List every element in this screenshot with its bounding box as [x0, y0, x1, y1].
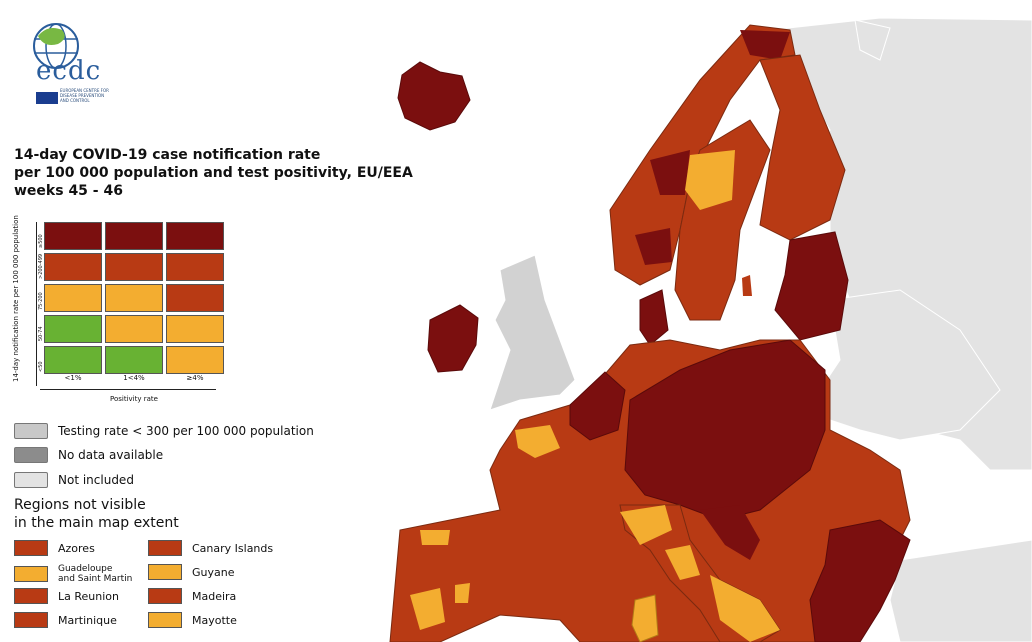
region-label: La Reunion	[58, 589, 119, 603]
matrix-y-axis	[36, 222, 37, 386]
matrix-y-tick: ≥500	[38, 234, 44, 248]
legend-nodata: No data available	[14, 447, 163, 463]
region-item: La Reunion	[14, 588, 119, 604]
legend-testing: Testing rate < 300 per 100 000 populatio…	[14, 423, 314, 439]
ecdc-wordmark: ecdc	[36, 56, 102, 86]
region-label: Azores	[58, 541, 95, 555]
region-item: Martinique	[14, 612, 117, 628]
matrix-cell	[105, 253, 163, 281]
spain-orange-2	[455, 583, 470, 603]
central-europe-dark	[624, 339, 826, 521]
region-label: Canary Islands	[192, 541, 274, 555]
norway-dark-1	[740, 30, 790, 60]
matrix-y-tick: >200-499	[38, 253, 44, 279]
matrix-cell	[44, 346, 102, 374]
region-swatch	[14, 566, 48, 582]
legend-matrix	[44, 222, 224, 374]
matrix-x-tick: 1<4%	[123, 374, 145, 382]
matrix-cell	[166, 222, 224, 250]
matrix-x-tick: ≥4%	[186, 374, 204, 382]
norway-north-grey	[854, 19, 891, 61]
turkey	[889, 539, 1032, 642]
swatch-testing	[14, 423, 48, 439]
bulgaria-greece-dark	[809, 519, 911, 642]
region-item: Azores	[14, 540, 95, 556]
region-swatch	[148, 540, 182, 556]
matrix-cell	[44, 253, 102, 281]
france-orange-north	[515, 425, 560, 458]
matrix-x-label: Positivity rate	[110, 395, 158, 403]
region-swatch	[148, 588, 182, 604]
region-label: Martinique	[58, 613, 117, 627]
italy-orange-1	[620, 505, 672, 545]
region-swatch	[148, 612, 182, 628]
region-label: Guyane	[192, 565, 235, 579]
denmark	[639, 289, 669, 346]
matrix-cell	[105, 315, 163, 343]
region-swatch	[14, 588, 48, 604]
swatch-notincluded	[14, 472, 48, 488]
corsica	[640, 562, 652, 590]
matrix-y-label: 14-day notification rate per 100 000 pop…	[12, 215, 20, 382]
benelux-dark	[569, 371, 626, 441]
swatch-nodata	[14, 447, 48, 463]
matrix-cell	[166, 315, 224, 343]
region-label: Guadeloupe and Saint Martin	[58, 564, 133, 584]
iceland	[397, 61, 471, 131]
norway-dark-3	[635, 228, 672, 265]
matrix-cell	[105, 284, 163, 312]
ireland	[427, 304, 479, 373]
region-label: Madeira	[192, 589, 237, 603]
matrix-x-axis	[40, 389, 216, 390]
sardinia	[631, 594, 659, 642]
matrix-cell	[44, 315, 102, 343]
gotland	[742, 275, 752, 296]
spain-orange-1	[410, 588, 445, 630]
croatia-slovenia	[700, 505, 760, 560]
matrix-x-tick: <1%	[64, 374, 82, 382]
matrix-y-tick: <50	[38, 361, 44, 372]
italy-orange-3	[710, 575, 780, 642]
united-kingdom	[489, 254, 576, 411]
sweden-orange	[685, 150, 735, 210]
ecdc-logo	[14, 14, 124, 106]
region-item: Guyane	[148, 564, 235, 580]
matrix-cell	[166, 253, 224, 281]
matrix-y-tick: 75-200	[38, 292, 44, 310]
region-item: Madeira	[148, 588, 236, 604]
matrix-cell	[105, 346, 163, 374]
norway-dark-2	[650, 150, 690, 195]
region-swatch	[14, 612, 48, 628]
baltics	[774, 231, 849, 341]
matrix-cell	[166, 346, 224, 374]
legend-notincluded: Not included	[14, 472, 134, 488]
matrix-cell	[105, 222, 163, 250]
finland	[759, 54, 846, 241]
regions-title: Regions not visible in the main map exte…	[14, 497, 179, 531]
region-item: Mayotte	[148, 612, 237, 628]
matrix-cell	[166, 284, 224, 312]
region-item: Guadeloupe and Saint Martin	[14, 564, 132, 584]
spain-orange-3	[420, 530, 450, 545]
map-title: 14-day COVID-19 case notification rate p…	[14, 147, 413, 199]
globe-icon	[33, 23, 79, 104]
matrix-cell	[44, 222, 102, 250]
region-swatch	[14, 540, 48, 556]
region-swatch	[148, 564, 182, 580]
region-label: Mayotte	[192, 613, 237, 627]
matrix-y-tick: 50-74	[38, 326, 44, 341]
matrix-cell	[44, 284, 102, 312]
italy-orange-2	[665, 545, 700, 580]
region-item: Canary Islands	[148, 540, 273, 556]
ecdc-subtitle: EUROPEAN CENTRE FOR DISEASE PREVENTION A…	[60, 88, 109, 103]
